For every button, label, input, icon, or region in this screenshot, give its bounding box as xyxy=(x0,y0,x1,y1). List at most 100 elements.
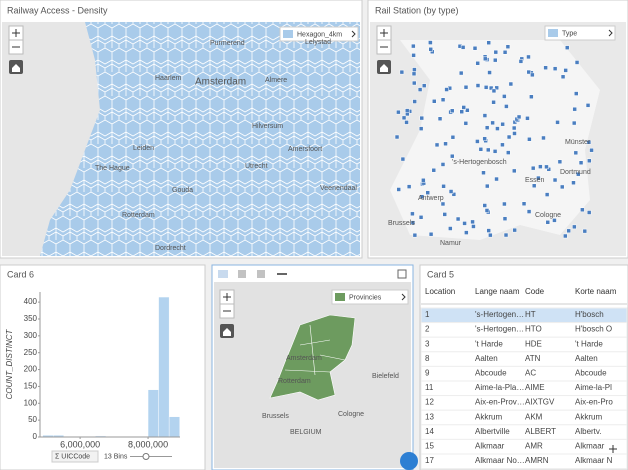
place-label: BELGIUM xyxy=(290,429,322,436)
table-cell: AIME xyxy=(525,383,545,392)
table-cell: 14 xyxy=(425,427,434,436)
table-cell: 3 xyxy=(425,339,430,348)
station xyxy=(578,160,584,166)
legend-label: Hexagon_4km xyxy=(297,31,342,38)
table-cell: AMR xyxy=(525,442,543,451)
station xyxy=(404,120,409,125)
home-glyph xyxy=(223,328,231,336)
station xyxy=(586,210,592,215)
bar[interactable] xyxy=(168,416,180,438)
station xyxy=(518,59,524,64)
table-cell: Alkmaar xyxy=(475,442,505,451)
station xyxy=(580,207,585,213)
station xyxy=(582,228,588,234)
density-map[interactable] xyxy=(2,22,360,256)
station xyxy=(529,94,534,100)
station xyxy=(428,40,433,45)
station xyxy=(543,65,548,70)
station xyxy=(506,150,511,155)
legend-swatch xyxy=(548,29,558,37)
station xyxy=(462,221,467,226)
legend-box[interactable] xyxy=(331,289,409,305)
station xyxy=(576,171,581,177)
station xyxy=(484,125,490,130)
station xyxy=(448,226,453,231)
place-label: Rotterdam xyxy=(278,378,311,385)
station xyxy=(493,57,498,63)
y-tick-label: 400 xyxy=(24,297,38,306)
station xyxy=(470,219,475,225)
station xyxy=(500,121,505,127)
station xyxy=(502,216,508,221)
legend-label: Type xyxy=(562,30,577,37)
station xyxy=(440,97,446,102)
tool-icon[interactable] xyxy=(238,270,246,278)
province-borders xyxy=(284,324,346,376)
station xyxy=(586,140,592,145)
table-cell: 12 xyxy=(425,398,434,407)
station xyxy=(406,184,412,189)
slider-thumb[interactable] xyxy=(142,453,150,460)
station xyxy=(434,142,440,148)
place-label: Gouda xyxy=(172,187,193,194)
station xyxy=(536,175,541,181)
station xyxy=(417,87,423,92)
settings-button[interactable] xyxy=(400,452,418,470)
station xyxy=(401,115,407,121)
tool-icon[interactable] xyxy=(277,273,287,275)
table-cell: Akkrum xyxy=(575,412,602,421)
station xyxy=(491,88,497,94)
station xyxy=(396,187,401,192)
station xyxy=(574,91,579,96)
station xyxy=(421,83,427,88)
card-title: Rail Station (by type) xyxy=(375,5,459,15)
table-cell: AIXTGV xyxy=(525,398,555,407)
table-cell: Aalten xyxy=(475,354,498,363)
bar[interactable] xyxy=(147,389,159,438)
station xyxy=(412,232,418,238)
station xyxy=(399,69,405,75)
station xyxy=(459,109,464,114)
station xyxy=(463,84,469,90)
legend-box[interactable] xyxy=(544,25,616,41)
place-label: Veenendaal xyxy=(320,185,357,192)
station xyxy=(404,108,410,113)
station xyxy=(526,209,532,214)
field-select[interactable] xyxy=(51,450,99,463)
table-row[interactable] xyxy=(420,453,628,470)
column-header: Location xyxy=(425,287,455,296)
table-cell: Abcoude xyxy=(475,369,507,378)
station xyxy=(530,72,535,78)
station xyxy=(485,183,490,189)
station xyxy=(502,94,507,99)
station xyxy=(587,158,592,164)
place-label: Dortmund xyxy=(560,169,591,176)
station xyxy=(475,139,480,144)
station xyxy=(483,85,489,90)
expand-icon[interactable] xyxy=(397,269,407,279)
place-label: Almere xyxy=(265,77,287,84)
station xyxy=(487,70,492,75)
tool-icon[interactable] xyxy=(218,270,228,278)
place-label: Lelystad xyxy=(305,39,331,46)
station xyxy=(494,85,499,91)
place-label: Utrecht xyxy=(245,163,268,170)
station xyxy=(394,134,400,140)
zoom-glyph xyxy=(223,293,231,312)
station xyxy=(465,108,470,113)
station xyxy=(485,147,491,153)
tool-icon[interactable] xyxy=(257,270,265,278)
station xyxy=(571,180,576,186)
place-label: Leiden xyxy=(133,145,154,152)
station xyxy=(572,224,577,230)
legend-box[interactable] xyxy=(279,26,359,42)
card-title: Card 5 xyxy=(427,269,454,279)
station xyxy=(440,201,446,207)
station xyxy=(512,131,517,136)
home-glyph xyxy=(12,64,20,72)
table-cell: AMRN xyxy=(525,456,549,465)
x-tick-label: 8,000,000 xyxy=(128,439,168,449)
bar[interactable] xyxy=(158,296,170,438)
place-label: Essen xyxy=(525,177,545,184)
station xyxy=(475,83,481,88)
